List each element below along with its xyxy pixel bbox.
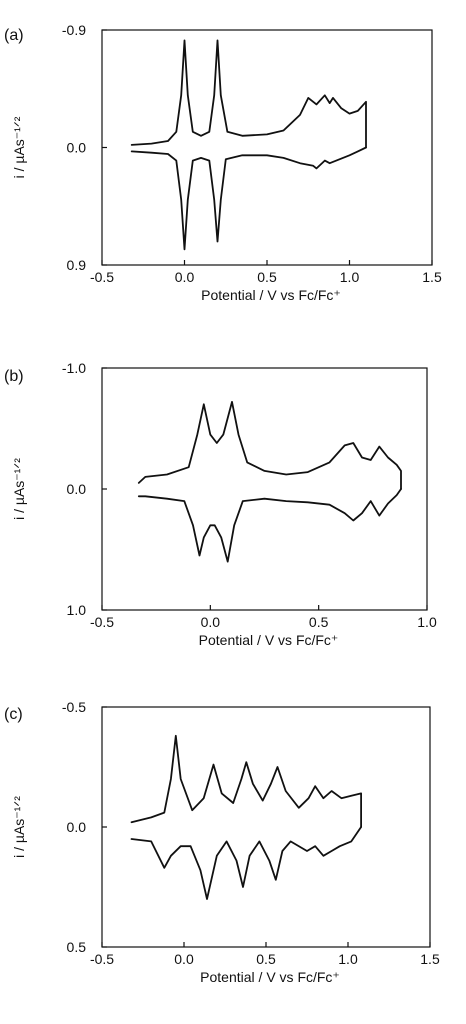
x-tick-label: 0.0 — [201, 614, 221, 630]
x-tick-label: 1.5 — [420, 951, 440, 967]
y-tick-label: 0.0 — [67, 819, 87, 835]
x-axis-label: Potential / V vs Fc/Fc⁺ — [200, 969, 340, 985]
y-tick-label: 0.0 — [67, 481, 87, 497]
y-tick-label: -0.5 — [62, 699, 86, 715]
x-tick-label: 0.5 — [309, 614, 329, 630]
series-line-1 — [137, 401, 402, 490]
x-tick-label: 1.0 — [338, 951, 358, 967]
series-line-2 — [137, 488, 402, 563]
x-tick-label: -0.5 — [90, 269, 114, 285]
panel-label: (b) — [4, 368, 24, 385]
x-tick-label: 1.5 — [422, 269, 442, 285]
y-tick-label: 1.0 — [67, 602, 87, 618]
series-line-1 — [130, 734, 362, 828]
plot-frame — [101, 29, 433, 266]
x-tick-label: 0.0 — [175, 269, 195, 285]
y-tick-label: -1.0 — [62, 360, 86, 376]
series-line-2 — [130, 146, 367, 251]
x-tick-label: 0.0 — [174, 951, 194, 967]
y-tick-label: 0.9 — [67, 257, 87, 273]
panel-label: (c) — [4, 706, 23, 723]
x-axis-label: Potential / V vs Fc/Fc⁺ — [199, 632, 339, 648]
series-line-1 — [130, 39, 367, 149]
series-line-2 — [130, 826, 362, 900]
y-tick-label: 0.0 — [67, 140, 87, 156]
panel-label: (a) — [4, 27, 24, 44]
x-tick-label: -0.5 — [90, 951, 114, 967]
plot-frame — [101, 706, 431, 948]
plot-frame — [101, 367, 428, 611]
x-tick-label: 1.0 — [417, 614, 437, 630]
x-tick-label: -0.5 — [90, 614, 114, 630]
x-axis-label: Potential / V vs Fc/Fc⁺ — [201, 287, 341, 303]
x-tick-label: 0.5 — [257, 269, 277, 285]
y-axis-label: i / µAs⁻¹ᐟ² — [11, 116, 27, 178]
y-tick-label: 0.5 — [67, 939, 87, 955]
x-tick-label: 0.5 — [256, 951, 276, 967]
x-tick-label: 1.0 — [340, 269, 360, 285]
y-tick-label: -0.9 — [62, 22, 86, 38]
y-axis-label: i / µAs⁻¹ᐟ² — [11, 458, 27, 520]
y-axis-label: i / µAs⁻¹ᐟ² — [11, 796, 27, 858]
